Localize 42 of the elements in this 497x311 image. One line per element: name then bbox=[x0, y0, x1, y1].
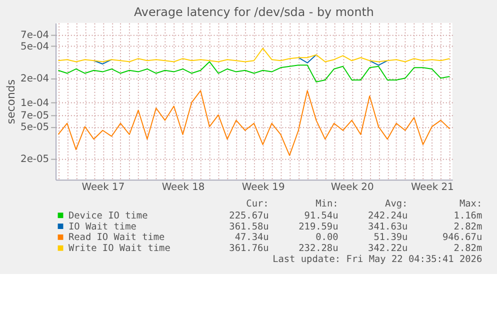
legend-label: IO Wait time bbox=[68, 221, 137, 232]
legend-label: Read IO Wait time bbox=[68, 232, 166, 244]
chart-title: Average latency for /dev/sda - by month bbox=[134, 4, 374, 19]
x-tick-label: Week 18 bbox=[162, 182, 205, 194]
text: 225.67u bbox=[229, 210, 269, 222]
text: 1.16m bbox=[454, 210, 482, 222]
text: 219.59u bbox=[298, 221, 338, 232]
line-series bbox=[58, 48, 450, 62]
text: Avg: bbox=[385, 198, 408, 210]
y-tick-label: 5e-04 bbox=[20, 42, 50, 53]
line-series bbox=[58, 90, 450, 156]
text: 361.76u bbox=[229, 243, 269, 254]
text: 232.28u bbox=[298, 243, 338, 254]
text: 946.67u bbox=[442, 232, 482, 244]
x-tick-label: Week 20 bbox=[330, 182, 374, 194]
x-tick-label: Week 21 bbox=[410, 182, 454, 194]
text: Last update: Fri May 22 04:35:41 2026 bbox=[272, 254, 482, 265]
text: 47.34u bbox=[234, 232, 269, 244]
text: 51.39u bbox=[374, 232, 408, 244]
legend-label: Write IO Wait time bbox=[68, 243, 171, 254]
text: 242.24u bbox=[368, 210, 408, 222]
y-tick-label: 2e-05 bbox=[20, 154, 50, 166]
y-tick-label: 2e-04 bbox=[20, 74, 50, 85]
text: 0.00 bbox=[316, 232, 339, 244]
y-tick-label: 7e-05 bbox=[20, 110, 50, 122]
text: 361.58u bbox=[229, 221, 269, 232]
y-axis-title: seconds bbox=[4, 79, 18, 124]
y-tick-label: 5e-05 bbox=[20, 122, 50, 134]
line-series bbox=[58, 61, 450, 82]
y-tick-label: 1e-04 bbox=[20, 98, 50, 109]
text: Min: bbox=[316, 198, 338, 210]
text: 342.22u bbox=[368, 243, 408, 254]
x-tick-label: Week 19 bbox=[242, 182, 285, 194]
text: 341.63u bbox=[368, 221, 408, 232]
text: 2.82m bbox=[454, 243, 482, 254]
x-tick-label: Week 17 bbox=[82, 182, 125, 194]
text: 91.54u bbox=[304, 210, 338, 222]
y-tick-label: 7e-04 bbox=[20, 30, 50, 41]
text: 2.82m bbox=[454, 221, 482, 232]
text: Cur: bbox=[246, 198, 269, 210]
legend-label: Device IO time bbox=[68, 210, 148, 222]
text: Max: bbox=[459, 198, 482, 210]
